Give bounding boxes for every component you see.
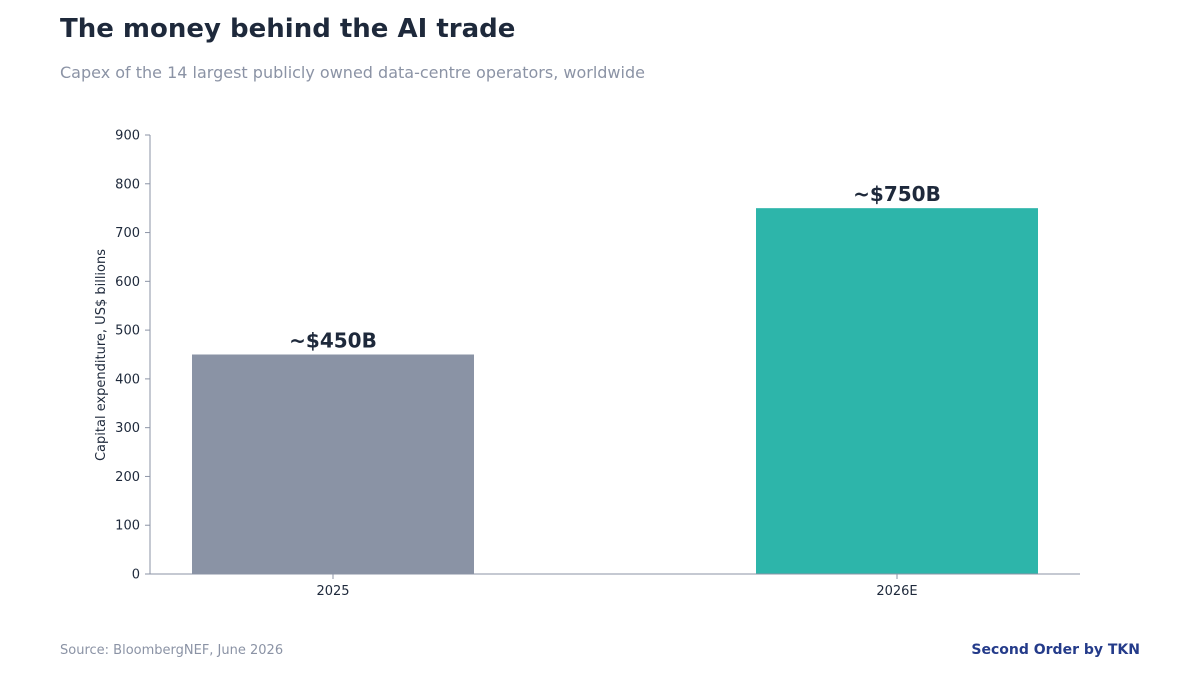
bar-2026e	[756, 208, 1038, 574]
y-tick-label: 200	[115, 470, 140, 485]
data-label-2026e: ~$750B	[853, 182, 941, 206]
data-label-2025: ~$450B	[289, 329, 377, 353]
y-tick-label: 400	[115, 372, 140, 387]
y-tick-label: 500	[115, 324, 140, 339]
y-tick-label: 700	[115, 226, 140, 241]
y-tick-label: 300	[115, 421, 140, 436]
y-tick-label: 0	[132, 568, 140, 583]
y-tick-label: 600	[115, 275, 140, 290]
brand-credit: Second Order by TKN	[971, 642, 1140, 658]
y-axis-ticks: 0 100 200 300 400 500 600 700 800 900	[115, 129, 150, 583]
bar-2025	[192, 354, 474, 574]
x-axis-ticks: 2025 2026E	[316, 574, 918, 599]
source-note: Source: BloombergNEF, June 2026	[60, 643, 284, 658]
x-tick-label: 2025	[316, 584, 349, 599]
x-tick-label: 2026E	[876, 584, 917, 599]
chart-title: The money behind the AI trade	[60, 14, 516, 44]
chart-subtitle: Capex of the 14 largest publicly owned d…	[60, 63, 645, 82]
y-axis-label: Capital expenditure, US$ billions	[94, 249, 109, 461]
y-tick-label: 900	[115, 129, 140, 144]
y-tick-label: 100	[115, 519, 140, 534]
bars-group: ~$450B ~$750B	[192, 182, 1038, 574]
y-tick-label: 800	[115, 177, 140, 192]
